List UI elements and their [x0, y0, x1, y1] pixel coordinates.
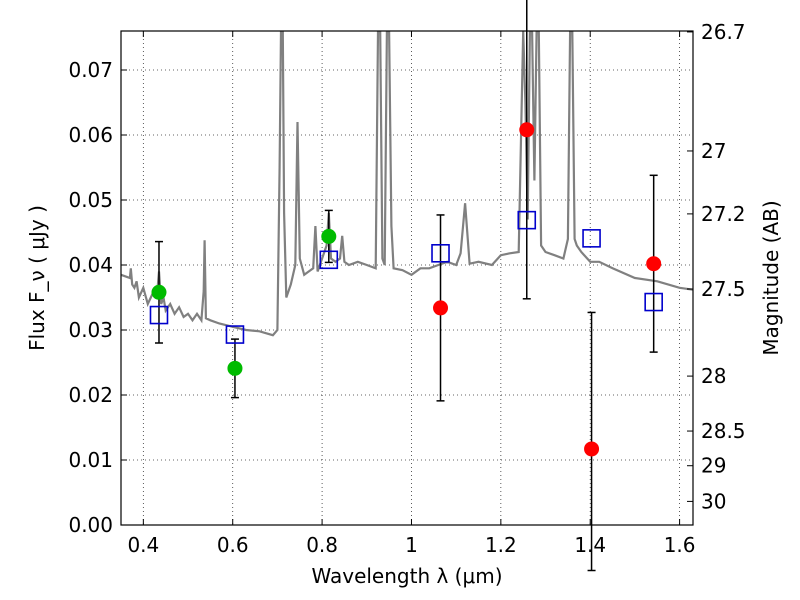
y-tick-label: 0.03	[68, 318, 113, 342]
y2-tick-label: 28	[701, 364, 726, 388]
data-point	[227, 360, 243, 376]
y2-axis-label: Magnitude (AB)	[759, 200, 783, 355]
y2-tick-label: 30	[701, 489, 726, 513]
x-tick-label: 0.6	[217, 533, 249, 557]
data-point	[584, 441, 600, 457]
spectrum-line	[121, 31, 693, 337]
y2-tick-label: 28.5	[701, 419, 746, 443]
model-square	[644, 292, 663, 312]
y-tick-label: 0.05	[68, 188, 113, 212]
data-point	[151, 284, 167, 300]
x-tick-label: 0.8	[306, 533, 338, 557]
x-tick-label: 0.4	[127, 533, 159, 557]
y-tick-label: 0.02	[68, 383, 113, 407]
model-square	[431, 244, 450, 263]
plot-frame	[120, 30, 694, 526]
data-point	[519, 122, 535, 138]
model-square	[149, 305, 169, 325]
y2-tick-label: 27.5	[701, 277, 746, 301]
data-point	[646, 256, 662, 272]
x-tick-label: 1.6	[664, 533, 696, 557]
data-point	[321, 228, 337, 244]
model-square	[582, 229, 601, 248]
y-tick-label: 0.06	[68, 123, 113, 147]
y2-tick-label: 27.2	[701, 202, 746, 226]
y2-tick-label: 26.7	[701, 20, 746, 44]
data-point	[433, 300, 449, 316]
y2-tick-label: 29	[701, 454, 726, 478]
x-tick-label: 1	[405, 533, 418, 557]
x-tick-label: 1.4	[574, 533, 606, 557]
x-axis-label: Wavelength λ (μm)	[311, 564, 502, 588]
x-tick-label: 1.2	[485, 533, 517, 557]
y-tick-label: 0.01	[68, 448, 113, 472]
grid	[121, 31, 693, 526]
y-tick-label: 0.07	[68, 58, 113, 82]
plot-series	[121, 0, 693, 572]
model-square	[319, 250, 339, 270]
model-square	[225, 325, 245, 344]
y2-tick-label: 27	[701, 139, 726, 163]
y-tick-label: 0.04	[68, 253, 113, 277]
y-axis-label: Flux F_ν ( μJy )	[25, 205, 49, 351]
axis-ticks: 0.4 0.6 0.8 1 1.2 1.4 1.6 0.00 0.01 0.02 0.03 0.04 0…	[68, 20, 745, 557]
y-tick-label: 0.00	[68, 513, 113, 537]
model-square	[517, 210, 537, 230]
